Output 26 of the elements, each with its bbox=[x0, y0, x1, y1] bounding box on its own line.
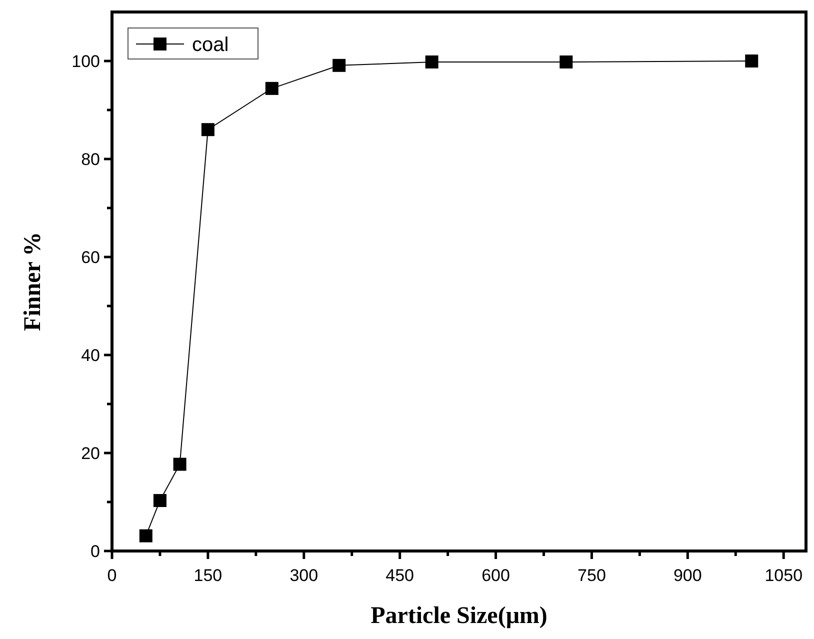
x-tick-label: 900 bbox=[673, 566, 702, 585]
point bbox=[139, 529, 152, 542]
point bbox=[173, 458, 186, 471]
y-tick-label: 0 bbox=[90, 542, 100, 561]
y-tick-label: 100 bbox=[72, 52, 100, 71]
point bbox=[745, 54, 758, 68]
x-axis-title: Particle Size(μm) bbox=[370, 603, 548, 629]
point bbox=[332, 58, 346, 72]
x-tick-label: 300 bbox=[290, 566, 318, 585]
point bbox=[560, 55, 573, 68]
point bbox=[265, 82, 278, 95]
y-tick-label: 20 bbox=[81, 444, 100, 463]
point bbox=[153, 494, 166, 508]
x-tick-label: 1050 bbox=[764, 566, 803, 585]
y-axis-title: Finner % bbox=[20, 232, 46, 331]
legend-label: coal bbox=[192, 34, 229, 56]
y-tick-label: 80 bbox=[81, 150, 100, 169]
y-tick-label: 40 bbox=[81, 346, 100, 365]
y-tick-label: 60 bbox=[81, 248, 100, 267]
point bbox=[425, 55, 438, 68]
x-tick-label: 0 bbox=[107, 566, 117, 585]
x-tick-label: 150 bbox=[194, 566, 222, 585]
x-tick-label: 750 bbox=[578, 566, 606, 585]
x-tick-label: 450 bbox=[386, 566, 414, 585]
point bbox=[201, 123, 214, 136]
x-tick-label: 600 bbox=[482, 566, 510, 585]
